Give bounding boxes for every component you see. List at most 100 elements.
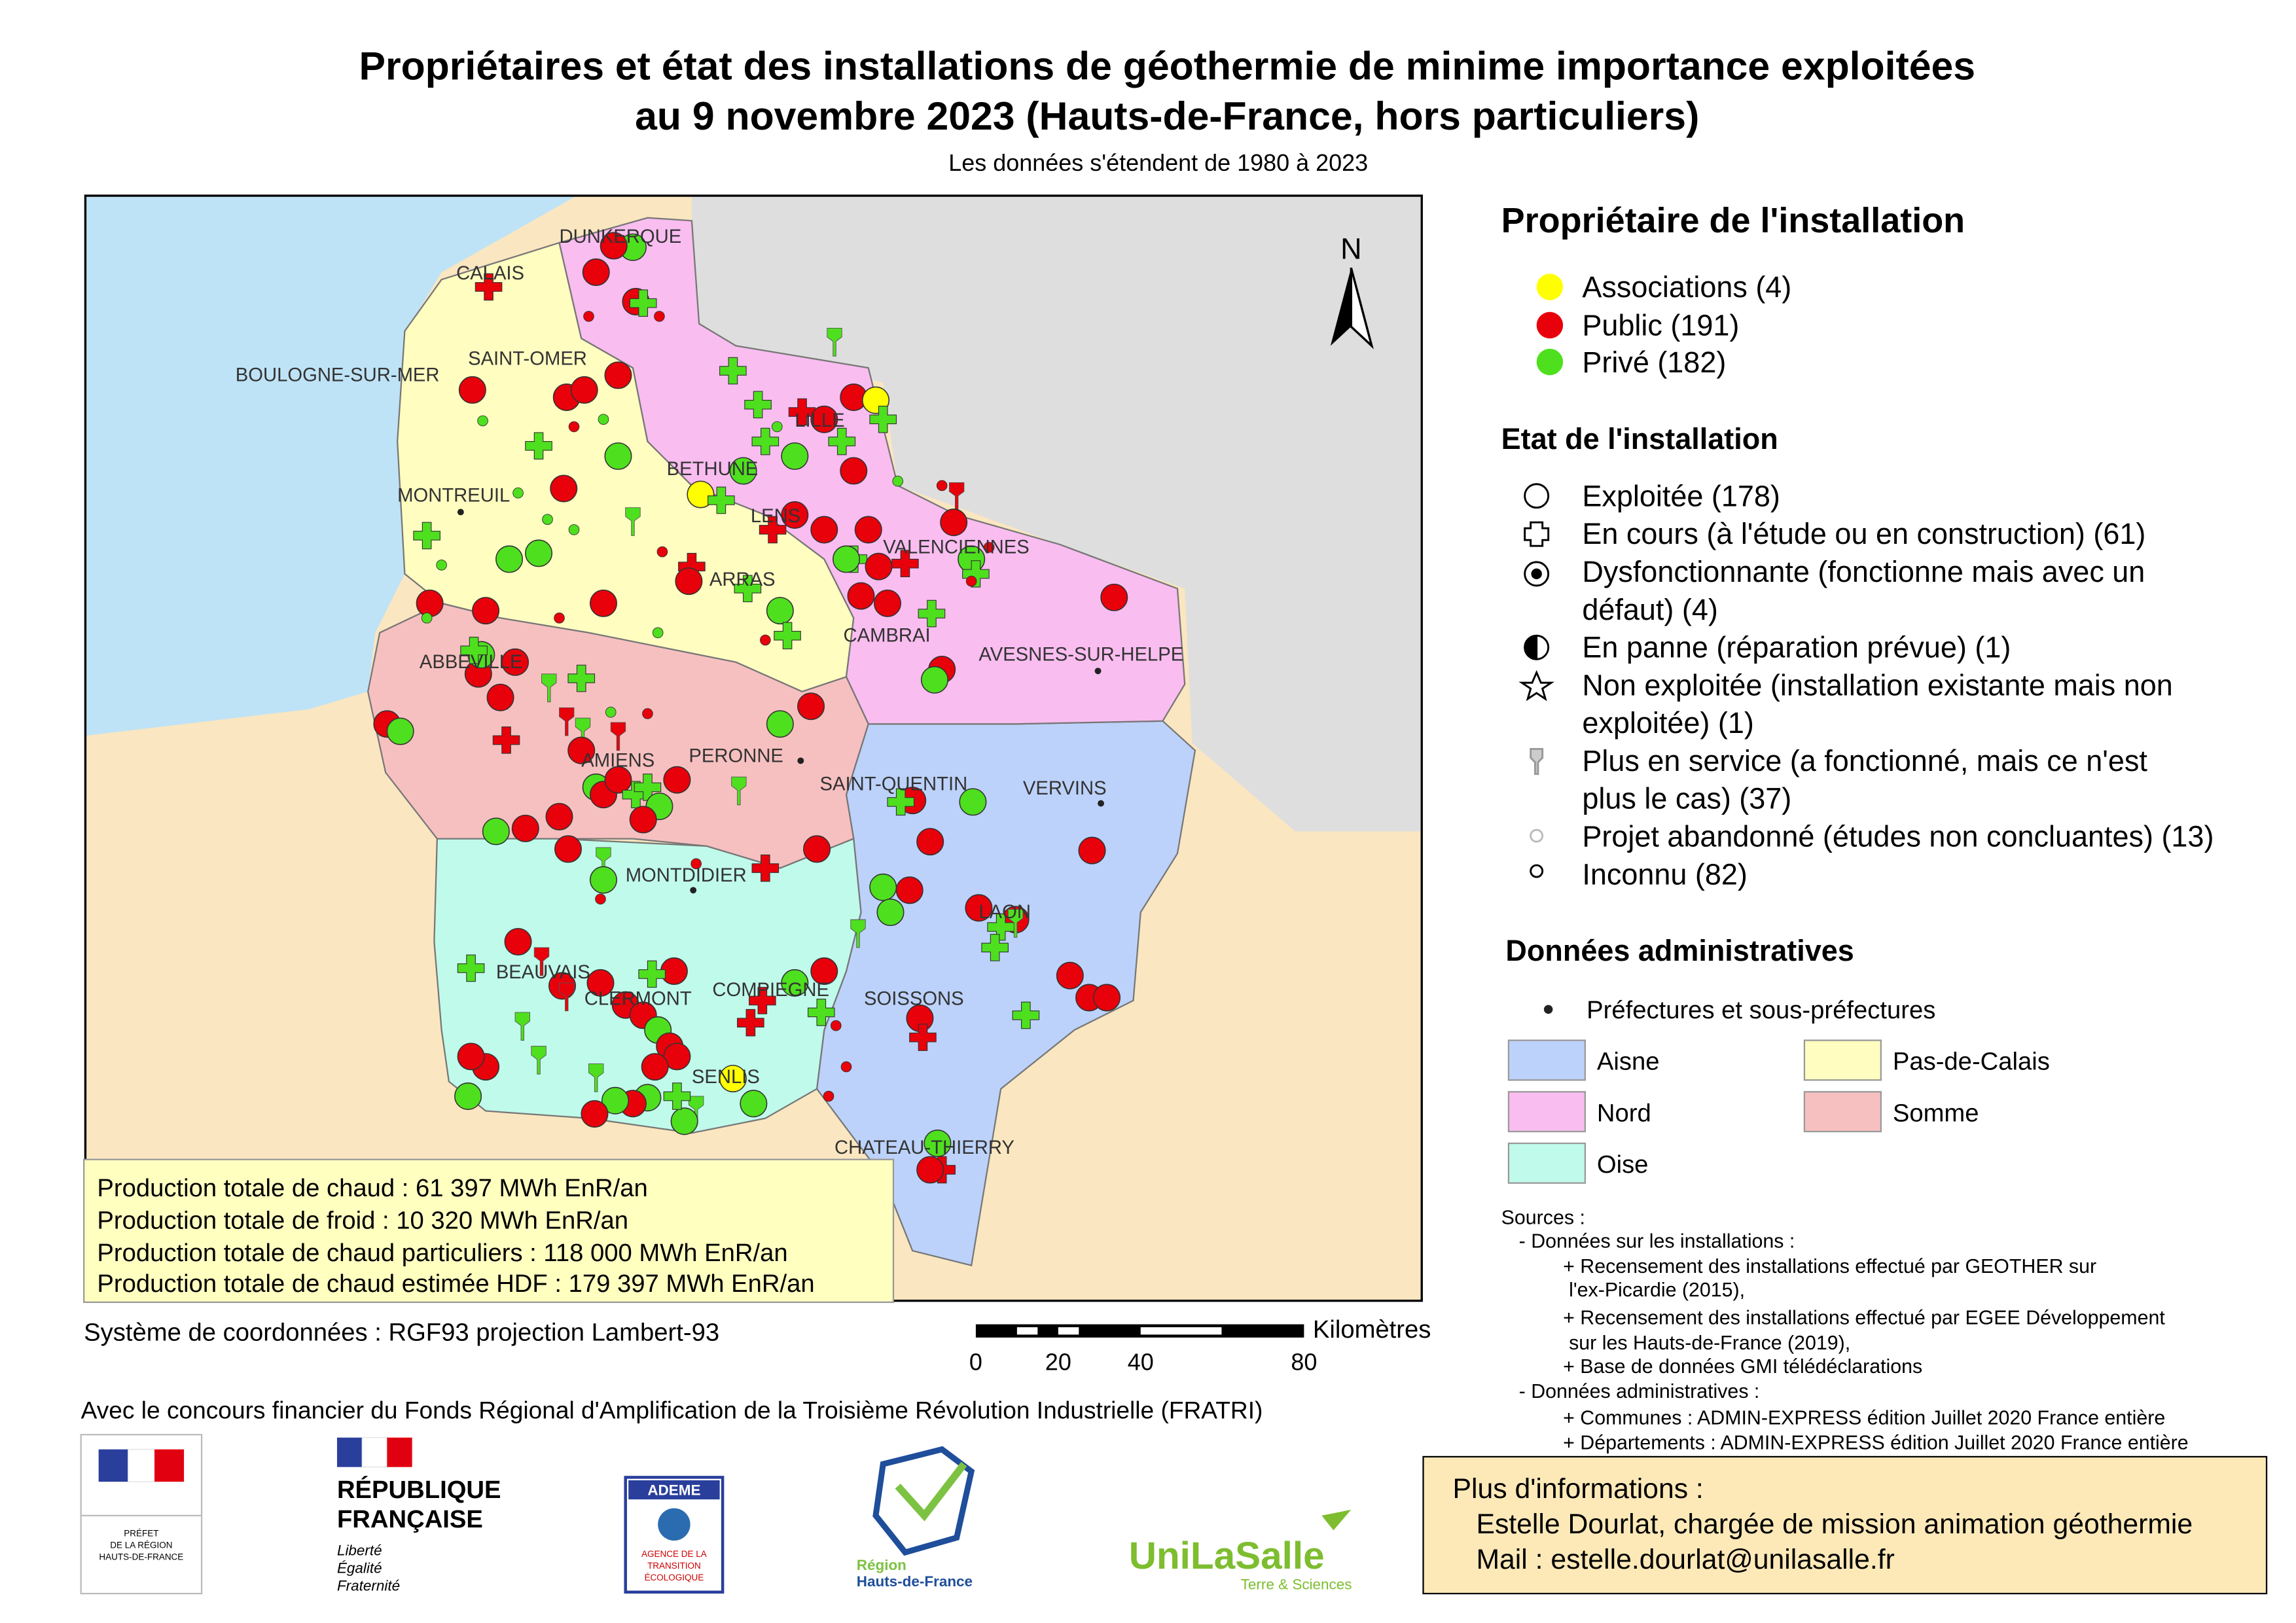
installation-symbol (788, 398, 816, 426)
installation-symbol (413, 522, 440, 550)
installation-symbol (719, 1065, 747, 1093)
installation-symbol (840, 1061, 852, 1073)
installation-symbol (740, 1090, 768, 1118)
prefecture-dot (1094, 668, 1102, 675)
legend-item: En cours (à l'étude ou en construction) … (1582, 517, 2145, 550)
installation-symbol (610, 722, 626, 751)
installation-symbol (531, 1046, 547, 1075)
installation-symbol (654, 311, 665, 322)
installation-symbol (454, 1082, 482, 1111)
owner-symbol (1536, 348, 1564, 376)
installation-symbol (604, 361, 632, 389)
legend-item: Somme (1893, 1099, 1979, 1127)
owner-symbol (1536, 274, 1564, 300)
installations (373, 232, 1128, 1184)
installation-symbol (719, 357, 747, 385)
installation-symbol (436, 560, 447, 571)
city-label: MONTDIDIER (626, 865, 747, 886)
installation-symbol (533, 947, 550, 976)
city-label: SAINT-QUENTIN (820, 774, 968, 794)
contact-line: Estelle Dourlat, chargée de mission anim… (1476, 1508, 2193, 1540)
city-label: BOULOGNE-SUR-MER (236, 365, 440, 385)
city-label: SOISSONS (864, 989, 964, 1010)
legend-title: Propriétaire de l'installation (1501, 201, 1965, 240)
logo-text: TRANSITION (647, 1561, 701, 1571)
installation-symbol (691, 858, 702, 870)
installation-symbol (916, 1156, 944, 1184)
city-label: AMIENS (581, 750, 655, 771)
contact-line: Plus d'informations : (1452, 1473, 1703, 1505)
installation-symbol (760, 634, 771, 646)
state-symbols (1518, 483, 1554, 878)
installation-symbol (542, 514, 553, 526)
installation-symbol (803, 835, 831, 863)
installation-symbol (458, 376, 486, 404)
installation-symbol (629, 289, 657, 317)
installation-symbol (981, 934, 1009, 961)
legend-item: En panne (réparation prévue) (1) (1582, 631, 2011, 664)
legend-item: Projet abandonné (études non concluantes… (1582, 820, 2214, 853)
installation-symbol (962, 560, 990, 588)
logo-text: ÉCOLOGIQUE (645, 1573, 704, 1582)
legend-item: Plus en service (a fonctionné, mais ce n… (1582, 744, 2147, 777)
legend-item: Public (191) (1582, 309, 1739, 342)
prefecture-dot (457, 508, 464, 516)
installation-symbol (604, 442, 632, 471)
scale-label: 40 (1128, 1348, 1154, 1375)
installation-symbol (869, 873, 897, 901)
installation-symbol (583, 311, 594, 322)
source-line: sur les Hauts-de-France (2019), (1569, 1332, 1850, 1354)
installation-symbol (625, 507, 641, 536)
title: au 9 novembre 2023 (Hauts-de-France, hor… (635, 94, 1699, 138)
installation-symbol (708, 486, 735, 514)
installation-symbol (731, 776, 747, 806)
sources: Sources : - Données sur les installation… (1501, 1207, 2189, 1454)
city-label: LILLE (795, 410, 844, 431)
city-label: BETHUNE (667, 459, 759, 480)
installation-symbol (604, 766, 632, 794)
city-label: VERVINS (1023, 778, 1107, 799)
installation-symbol (475, 273, 503, 301)
installation-symbol (457, 1043, 485, 1071)
city-label: CALAIS (456, 263, 524, 284)
legend-item: Inconnu (82) (1582, 857, 1748, 891)
installation-symbol (589, 589, 617, 617)
legend-item: défaut) (4) (1582, 593, 1717, 626)
installation-symbol (416, 589, 444, 617)
installation-symbol (854, 516, 882, 544)
installation-symbol (744, 391, 772, 419)
installation-symbol (545, 802, 573, 830)
installation-symbol (457, 954, 485, 982)
installation-symbol (511, 814, 539, 842)
map-frame: DUNKERQUE CALAIS SAINT-OMER BOULOGNE-SUR-ME… (84, 194, 1423, 1302)
installation-symbol (642, 708, 653, 719)
installation-symbol (687, 480, 715, 508)
installation-symbol (512, 487, 524, 499)
production-line: Production totale de froid : 10 320 MWh … (97, 1206, 628, 1234)
installation-symbol (772, 421, 783, 433)
logo-text: RÉPUBLIQUE (337, 1475, 501, 1504)
installation-symbol (568, 421, 580, 433)
installation-symbol (895, 876, 924, 904)
installation-symbol (495, 545, 524, 573)
installation-symbol (486, 683, 514, 711)
logo-text: Égalité (337, 1560, 382, 1577)
installation-symbol (869, 406, 897, 433)
production-background (83, 1158, 895, 1303)
department-swatch (1507, 1091, 1586, 1133)
cities: DUNKERQUE CALAIS SAINT-OMER BOULOGNE-SUR-ME… (236, 226, 1183, 1158)
installation-symbol (749, 987, 776, 1014)
installation-symbol (781, 969, 809, 997)
installation-symbol (823, 1090, 834, 1102)
installation-symbol (810, 516, 838, 544)
installation-symbol (514, 1012, 530, 1041)
scale-label: 80 (1291, 1348, 1317, 1375)
installation-symbol (827, 327, 842, 357)
installation-symbol (492, 726, 520, 754)
installation-symbol (751, 427, 780, 455)
logo-text: PRÉFET (124, 1528, 158, 1538)
prefecture-dot (797, 757, 804, 764)
installation-symbol (1007, 909, 1024, 938)
city-label: CAMBRAI (844, 625, 931, 646)
logos: PRÉFET DE LA RÉGION HAUTS-DE-FRANCE RÉPU… (80, 1434, 1352, 1595)
